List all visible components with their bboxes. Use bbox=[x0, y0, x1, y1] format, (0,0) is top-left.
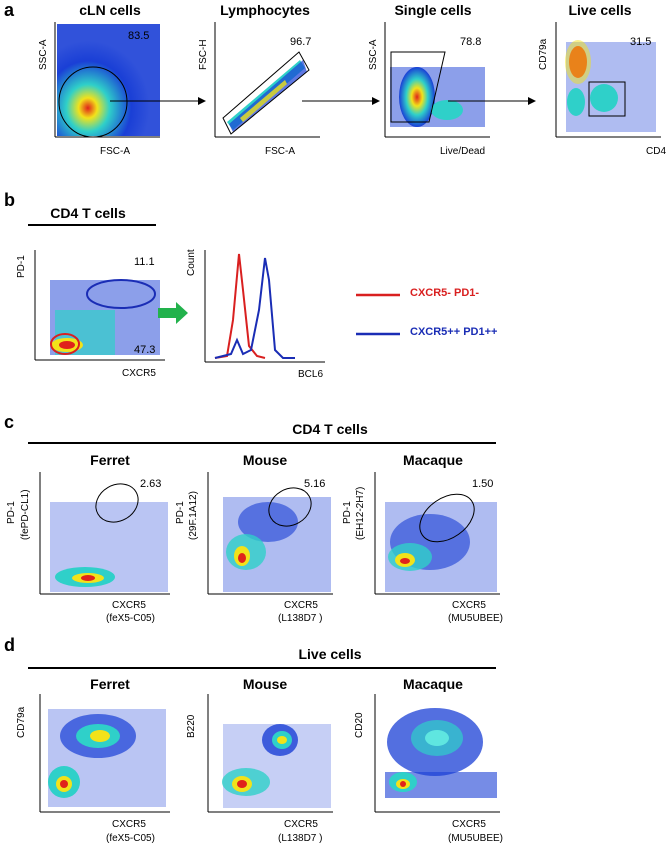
y-axis-label: CD79a bbox=[16, 706, 27, 738]
x-axis-label: CXCR5 bbox=[112, 600, 146, 611]
arrow-icon bbox=[448, 97, 536, 105]
legend-swatch-red bbox=[356, 293, 400, 297]
y-axis-label: CD79a bbox=[538, 38, 549, 70]
x-axis-label: CXCR5 bbox=[452, 600, 486, 611]
x-axis-label: FSC-A bbox=[100, 146, 130, 157]
density-plot-macaque-pd1 bbox=[374, 472, 500, 595]
gate-percent: 78.8 bbox=[460, 36, 482, 48]
arrow-icon bbox=[110, 97, 206, 105]
species-title: Macaque bbox=[403, 452, 463, 468]
species-title: Ferret bbox=[90, 452, 130, 468]
y-axis-label: B220 bbox=[186, 714, 197, 738]
arrow-icon bbox=[302, 97, 380, 105]
x-axis-clone: (MU5UBEE) bbox=[448, 833, 504, 844]
gate-percent-low: 47.3 bbox=[134, 344, 156, 356]
legend-swatch-blue bbox=[356, 332, 400, 336]
x-axis-clone: (feX5-C05) bbox=[106, 833, 155, 844]
gate-percent: 31.5 bbox=[630, 36, 652, 48]
density-plot-cd4 bbox=[34, 250, 165, 361]
x-axis-label: CXCR5 bbox=[284, 819, 318, 830]
y-axis-clone: (fePD-CL1) bbox=[20, 489, 31, 540]
x-axis-label: CXCR5 bbox=[284, 600, 318, 611]
title-underline bbox=[28, 224, 156, 226]
x-axis-clone: (L138D7 ) bbox=[278, 613, 323, 624]
x-axis-label: CXCR5 bbox=[452, 819, 486, 830]
species-title: Mouse bbox=[242, 676, 288, 692]
section-title: CD4 T cells bbox=[50, 205, 126, 221]
x-axis-label: BCL6 bbox=[298, 369, 324, 380]
y-axis-label: PD-1 bbox=[16, 255, 27, 278]
y-axis-label: PD-1 bbox=[342, 501, 353, 524]
y-axis-clone: (29F.1A12) bbox=[188, 491, 199, 540]
legend-label: CXCR5- PD1- bbox=[410, 287, 480, 299]
y-axis-label: PD-1 bbox=[6, 501, 17, 524]
x-axis-clone: (MU5UBEE) bbox=[448, 613, 504, 624]
arrow-icon bbox=[158, 302, 188, 324]
density-plot-ferret-pd1 bbox=[39, 472, 170, 595]
y-axis-label: SSC-A bbox=[38, 39, 49, 70]
y-axis-label: FSC-H bbox=[198, 39, 209, 70]
gate-percent: 2.63 bbox=[140, 478, 162, 490]
density-plot-lymphocytes bbox=[214, 22, 320, 138]
header-underline bbox=[28, 442, 496, 444]
density-plot-ferret-b bbox=[39, 694, 170, 813]
y-axis-clone: (EH12-2H7) bbox=[355, 486, 366, 540]
x-axis-label: CXCR5 bbox=[122, 368, 156, 379]
y-axis-label: SSC-A bbox=[368, 39, 379, 70]
density-plot-mouse-b bbox=[207, 694, 333, 813]
plot-title: Lymphocytes bbox=[220, 2, 310, 18]
x-axis-label: CXCR5 bbox=[112, 819, 146, 830]
gate-percent: 83.5 bbox=[128, 30, 150, 42]
x-axis-label: CD4 bbox=[646, 146, 667, 157]
section-header: CD4 T cells bbox=[292, 421, 368, 437]
panel-d-letter: d bbox=[4, 635, 15, 655]
panel-b-letter: b bbox=[4, 190, 15, 210]
y-axis-label: Count bbox=[186, 249, 197, 276]
x-axis-clone: (feX5-C05) bbox=[106, 613, 155, 624]
species-title: Macaque bbox=[403, 676, 463, 692]
density-plot-live-cells bbox=[555, 22, 661, 138]
header-underline bbox=[28, 667, 496, 669]
plot-title: Live cells bbox=[568, 2, 632, 18]
section-header: Live cells bbox=[298, 646, 362, 662]
density-plot-cln bbox=[54, 22, 160, 138]
gate-percent: 1.50 bbox=[472, 478, 494, 490]
plot-title: Single cells bbox=[394, 2, 472, 18]
panel-c-letter: c bbox=[4, 412, 15, 432]
plot-title: cLN cells bbox=[79, 2, 141, 18]
histogram-bcl6 bbox=[204, 250, 325, 363]
density-plot-mouse-pd1 bbox=[207, 472, 333, 595]
x-axis-label: FSC-A bbox=[265, 146, 295, 157]
gate-percent: 5.16 bbox=[304, 478, 326, 490]
density-plot-macaque-b bbox=[374, 694, 500, 813]
species-title: Ferret bbox=[90, 676, 130, 692]
y-axis-label: CD20 bbox=[354, 712, 365, 738]
y-axis-label: PD-1 bbox=[175, 501, 186, 524]
x-axis-label: Live/Dead bbox=[440, 146, 486, 157]
panel-a-letter: a bbox=[4, 0, 15, 20]
gate-percent-high: 11.1 bbox=[134, 256, 155, 268]
gate-percent: 96.7 bbox=[290, 36, 312, 48]
x-axis-clone: (L138D7 ) bbox=[278, 833, 323, 844]
density-plot-single-cells bbox=[384, 22, 490, 138]
species-title: Mouse bbox=[242, 452, 288, 468]
legend-label: CXCR5++ PD1++ bbox=[410, 326, 498, 338]
